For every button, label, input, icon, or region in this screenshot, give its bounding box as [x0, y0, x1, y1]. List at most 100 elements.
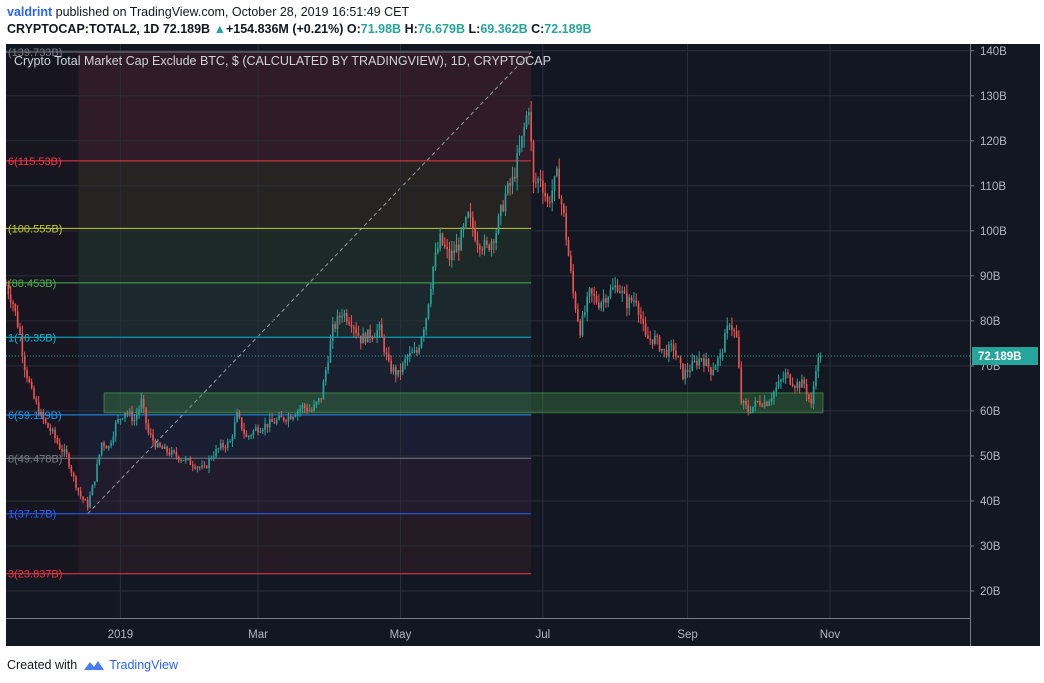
candle-body — [495, 233, 497, 244]
candle-body — [89, 495, 91, 508]
price-tick-label: 140B — [980, 46, 1007, 58]
candle-body — [763, 401, 766, 407]
candle-body — [264, 423, 266, 430]
candle-body — [787, 372, 789, 375]
candle-body — [401, 363, 404, 373]
candle-body — [292, 416, 294, 420]
candle-body — [273, 421, 276, 424]
candle-body — [128, 411, 131, 414]
price-tick-label: 50B — [980, 451, 1001, 463]
candle-body — [626, 293, 628, 309]
candle-body — [315, 401, 318, 405]
candle-body — [343, 312, 346, 317]
candle-body — [429, 288, 432, 305]
candle-body — [51, 429, 54, 432]
candle-body — [105, 446, 108, 449]
candle-body — [166, 446, 168, 453]
candle-body — [364, 333, 367, 343]
candle-body — [107, 445, 110, 449]
time-tick-label: Sep — [677, 629, 697, 641]
candle-body — [682, 363, 684, 380]
candle-body — [621, 290, 624, 293]
candle-body — [481, 249, 483, 251]
fib-band — [78, 51, 532, 161]
change-value: +154.836M (+0.21%) — [225, 22, 344, 36]
support-zone-group — [103, 392, 824, 414]
change-arrow-icon: ▲ — [213, 22, 226, 36]
chart-title: Crypto Total Market Cap Exclude BTC, $ (… — [14, 54, 551, 68]
candle-body — [444, 244, 446, 247]
candle-body — [373, 337, 376, 339]
time-tick-label: Mar — [248, 629, 268, 641]
candle-body — [222, 443, 224, 448]
low-label: L: — [468, 22, 481, 36]
candle-body — [504, 193, 507, 212]
candle-body — [26, 370, 28, 379]
candle-body — [294, 415, 297, 417]
candle-body — [338, 315, 341, 318]
last-price-label: 72.189B — [978, 351, 1021, 363]
candle-body — [630, 297, 633, 302]
candle-body — [717, 358, 719, 366]
candle-body — [236, 412, 238, 423]
author-link[interactable]: valdrint — [7, 5, 53, 19]
candle-body — [488, 244, 490, 251]
candle-body — [465, 217, 467, 227]
candle-body — [324, 370, 327, 382]
candle-body — [710, 367, 712, 375]
candle-body — [439, 233, 441, 249]
candle-body — [131, 411, 133, 422]
candle-body — [399, 370, 402, 373]
price-tick-label: 80B — [980, 316, 1001, 328]
candle-body — [658, 336, 661, 351]
candle-body — [58, 442, 61, 450]
candle-body — [82, 496, 84, 500]
candle-body — [308, 410, 311, 412]
candle-body — [675, 350, 677, 356]
candle-body — [238, 412, 241, 418]
candle-body — [798, 382, 801, 388]
candle-body — [196, 467, 199, 469]
candle-body — [740, 367, 743, 404]
fib-band — [78, 458, 532, 514]
candle-body — [233, 422, 236, 437]
candle-body — [819, 356, 822, 358]
candle-body — [9, 294, 12, 303]
candle-body — [794, 386, 796, 388]
candle-body — [584, 312, 586, 316]
candle-body — [161, 446, 164, 449]
candle-body — [163, 446, 166, 449]
candle-body — [458, 244, 460, 251]
candle-body — [686, 369, 689, 373]
candle-body — [420, 337, 423, 348]
candle-body — [782, 378, 785, 381]
tradingview-link[interactable]: TradingView — [109, 658, 178, 672]
candle-body — [189, 458, 192, 465]
price-tick-label: 90B — [980, 271, 1001, 283]
candle-body — [56, 437, 59, 443]
candle-body — [784, 372, 787, 379]
publish-text: published on TradingView.com, October 28… — [55, 5, 410, 19]
candle-body — [394, 367, 397, 376]
fib-left-shade — [6, 51, 79, 574]
candle-body — [588, 288, 591, 297]
candle-body — [91, 485, 94, 496]
candle-body — [278, 415, 280, 420]
candle-body — [348, 321, 350, 324]
fib-retracement-fill — [6, 51, 532, 574]
candle-body — [612, 287, 614, 290]
candle-body — [462, 226, 465, 231]
candle-body — [780, 380, 782, 382]
candle-body — [359, 335, 362, 344]
candle-body — [336, 315, 339, 329]
candle-body — [103, 442, 105, 447]
candle-body — [511, 176, 514, 186]
chart-area[interactable]: (139.733B) 6(115.53B) (100.555B) (88.453B) 1… — [5, 44, 1040, 646]
candle-body — [598, 302, 600, 309]
candle-body — [75, 476, 77, 488]
candle-body — [549, 201, 551, 203]
candle-body — [182, 460, 185, 462]
chart-svg[interactable]: (139.733B) 6(115.53B) (100.555B) (88.453B) 1… — [5, 44, 1040, 646]
candle-body — [184, 458, 187, 461]
candle-body — [93, 481, 96, 486]
